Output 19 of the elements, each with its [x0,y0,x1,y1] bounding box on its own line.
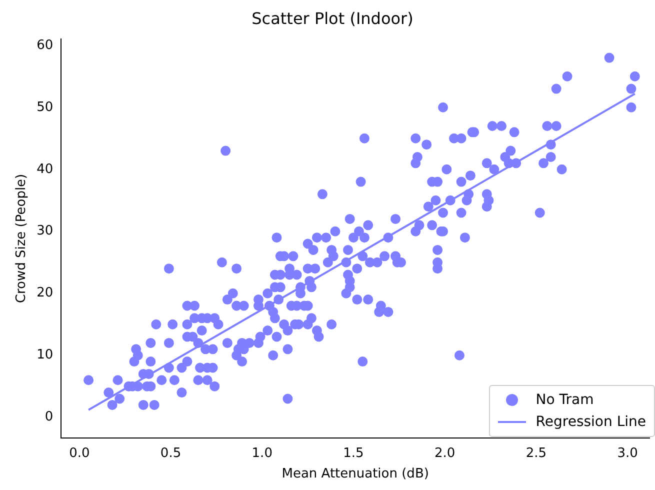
y-tick-label: 20 [36,286,54,301]
x-tick-label: 0.5 [160,446,182,461]
x-tick-label: 1.0 [252,446,272,461]
y-tick-label: 10 [36,348,54,363]
x-axis-title: Mean Attenuation (dB) [282,466,429,482]
y-tick-label: 50 [36,100,54,115]
y-tick-label: 0 [44,410,54,425]
chart-title: Scatter Plot (Indoor) [252,8,414,28]
x-tick-label: 0.0 [69,446,90,461]
y-tick-label: 40 [36,162,54,177]
legend-label: Regression Line [536,414,646,430]
y-tick-label: 60 [36,38,54,53]
legend-label: No Tram [536,392,594,408]
x-tick-label: 3.0 [617,446,638,461]
y-axis-title: Crowd Size (People) [14,174,30,304]
x-tick-label: 2.5 [526,446,547,461]
x-tick-label: 1.5 [343,446,364,461]
y-tick-label: 30 [36,224,54,239]
x-tick-label: 2.0 [434,446,456,461]
